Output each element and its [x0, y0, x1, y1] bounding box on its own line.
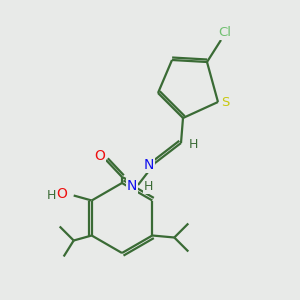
Text: O: O	[56, 188, 67, 202]
Text: O: O	[94, 149, 105, 163]
Text: H: H	[47, 189, 56, 202]
Text: Cl: Cl	[218, 26, 232, 40]
Text: S: S	[221, 95, 229, 109]
Text: H: H	[188, 139, 198, 152]
Text: N: N	[144, 158, 154, 172]
Text: H: H	[143, 181, 153, 194]
Text: N: N	[127, 179, 137, 193]
